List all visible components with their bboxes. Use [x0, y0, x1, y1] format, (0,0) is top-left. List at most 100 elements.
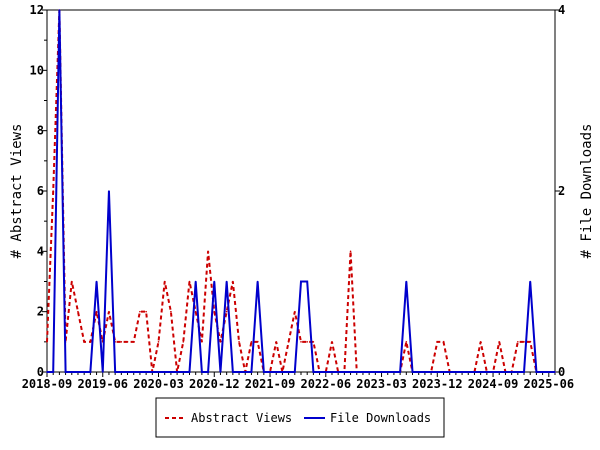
data-point-file-downloads: [238, 371, 240, 373]
legend-box: [155, 397, 445, 438]
data-point-abstract-views: [498, 341, 501, 343]
data-point-file-downloads: [64, 371, 67, 373]
plot-area: 2018-09 2019-06 2020-03 2020-12 2021-09 2022-…: [22, 3, 574, 391]
data-point-abstract-views: [219, 341, 222, 343]
x-tick-label: 2025-06: [524, 377, 575, 391]
data-point-file-downloads: [523, 371, 525, 373]
data-point-file-downloads: [275, 371, 278, 373]
data-point-file-downloads: [368, 371, 370, 373]
data-point-abstract-views: [163, 280, 166, 283]
legend: Abstract Views File Downloads: [155, 397, 445, 438]
data-point-abstract-views: [170, 310, 172, 313]
data-point-file-downloads: [535, 371, 538, 373]
data-point-abstract-views: [77, 310, 79, 313]
data-point-file-downloads: [46, 371, 48, 373]
data-point-abstract-views: [139, 310, 141, 313]
data-point-abstract-views: [52, 190, 54, 192]
data-point-abstract-views: [479, 341, 482, 343]
data-point-file-downloads: [312, 371, 315, 373]
data-point-file-downloads: [448, 371, 451, 373]
data-point-file-downloads: [95, 280, 98, 283]
data-point-file-downloads: [517, 371, 519, 373]
y-tick-label: 2: [37, 305, 44, 319]
y-axis-title-right: # File Downloads: [579, 124, 595, 259]
series-line-file-downloads: [47, 9, 555, 373]
data-point-file-downloads: [157, 371, 160, 373]
plot-frame: [46, 9, 556, 373]
data-point-abstract-views: [250, 341, 253, 343]
data-point-file-downloads: [306, 280, 308, 283]
data-point-file-downloads: [188, 371, 191, 373]
y-tick-label: 4: [37, 244, 44, 258]
data-point-file-downloads: [101, 371, 104, 373]
data-point-file-downloads: [455, 371, 457, 373]
data-point-file-downloads: [120, 371, 123, 373]
data-point-abstract-views: [517, 341, 519, 343]
data-point-abstract-views: [225, 310, 228, 313]
y-tick-label: 0: [37, 365, 44, 379]
data-point-file-downloads: [349, 371, 352, 373]
data-point-file-downloads: [225, 280, 228, 283]
y-tick-label: 12: [30, 3, 44, 17]
data-point-abstract-views: [442, 341, 445, 343]
data-point-file-downloads: [89, 371, 92, 373]
data-point-file-downloads: [541, 371, 544, 373]
data-point-file-downloads: [374, 371, 377, 373]
data-point-file-downloads: [300, 280, 302, 283]
data-point-file-downloads: [52, 371, 54, 373]
data-point-file-downloads: [492, 371, 494, 373]
data-point-abstract-views: [83, 341, 85, 343]
y2-tick-label: 4: [558, 3, 565, 17]
data-point-file-downloads: [411, 371, 414, 373]
data-point-abstract-views: [238, 341, 240, 343]
data-point-file-downloads: [250, 371, 253, 373]
data-point-abstract-views: [256, 341, 259, 343]
y-tick-label: 10: [30, 63, 44, 77]
data-point-file-downloads: [114, 371, 116, 373]
data-point-abstract-views: [126, 341, 129, 343]
data-point-abstract-views: [287, 341, 290, 343]
y2-tick-label: 0: [558, 365, 565, 379]
data-point-abstract-views: [95, 310, 98, 313]
data-point-file-downloads: [467, 371, 470, 373]
data-point-abstract-views: [89, 341, 92, 343]
data-point-file-downloads: [170, 371, 172, 373]
data-point-abstract-views: [232, 280, 234, 283]
data-point-file-downloads: [473, 371, 476, 373]
data-point-file-downloads: [424, 371, 426, 373]
data-point-abstract-views: [201, 341, 203, 343]
data-point-file-downloads: [294, 371, 296, 373]
data-point-file-downloads: [256, 280, 259, 283]
data-point-abstract-views: [194, 310, 197, 313]
data-point-abstract-views: [436, 341, 439, 343]
data-point-abstract-views: [108, 310, 110, 313]
data-point-file-downloads: [213, 280, 216, 283]
x-tick-label: 2021-09: [245, 377, 296, 391]
data-point-file-downloads: [529, 280, 532, 283]
x-tick-label: 2023-03: [356, 377, 407, 391]
y-axis-title-left: # Abstract Views: [9, 124, 25, 259]
data-point-abstract-views: [213, 310, 216, 313]
data-point-abstract-views: [349, 250, 352, 253]
data-point-abstract-views: [132, 341, 135, 343]
data-point-abstract-views: [405, 341, 408, 343]
data-point-file-downloads: [108, 190, 110, 192]
data-point-abstract-views: [523, 341, 525, 343]
legend-label-abstract-views: Abstract Views: [191, 411, 292, 425]
data-point-file-downloads: [461, 371, 463, 373]
y-tick-label: 6: [37, 184, 44, 198]
series-line-abstract-views: [46, 9, 555, 373]
y-tick-label: 8: [37, 124, 44, 138]
data-point-file-downloads: [287, 371, 290, 373]
data-point-file-downloads: [83, 371, 85, 373]
x-tick-label: 2018-09: [22, 377, 73, 391]
data-point-file-downloads: [430, 371, 432, 373]
data-point-abstract-views: [145, 310, 147, 313]
data-point-file-downloads: [126, 371, 129, 373]
data-point-file-downloads: [504, 371, 507, 373]
data-point-file-downloads: [151, 371, 154, 373]
data-point-abstract-views: [275, 341, 278, 343]
data-point-file-downloads: [201, 371, 203, 373]
data-point-file-downloads: [362, 371, 364, 373]
data-point-abstract-views: [157, 341, 160, 343]
